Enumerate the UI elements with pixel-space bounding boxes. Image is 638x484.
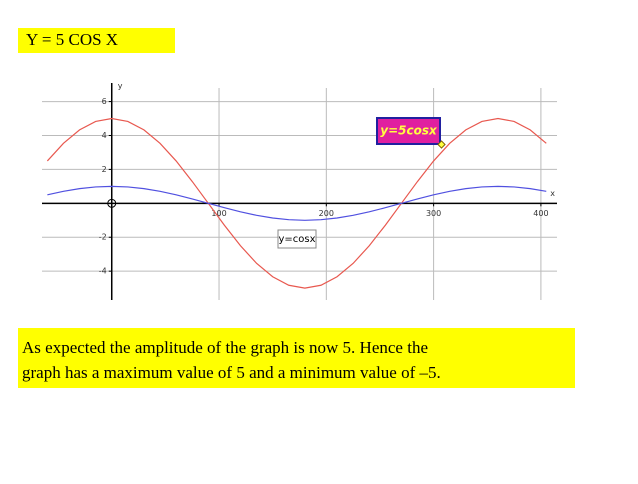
y-tick-label: -2 bbox=[99, 233, 107, 242]
y-axis-label: y bbox=[118, 82, 123, 91]
caption-box bbox=[18, 328, 575, 388]
caption-line: graph has a maximum value of 5 and a min… bbox=[22, 363, 441, 382]
slide-title: Y = 5 COS X bbox=[26, 30, 118, 49]
x-tick-label: 200 bbox=[319, 209, 334, 218]
x-tick-label: 400 bbox=[533, 209, 548, 218]
x-tick-label: 300 bbox=[426, 209, 441, 218]
origin bbox=[107, 198, 117, 208]
title-box bbox=[18, 28, 175, 53]
series-label-box bbox=[277, 229, 317, 249]
y-tick-label: 6 bbox=[102, 97, 107, 106]
series-label: y=cosx bbox=[278, 234, 315, 245]
handle bbox=[437, 140, 446, 149]
y-tick-label: 2 bbox=[102, 165, 107, 174]
series-label: y=5cosx bbox=[380, 124, 438, 138]
x-axis-label: x bbox=[550, 189, 555, 198]
series-label-box bbox=[376, 117, 441, 145]
line-series bbox=[47, 185, 547, 221]
caption-line: As expected the amplitude of the graph i… bbox=[22, 338, 428, 357]
x-tick-label: 100 bbox=[211, 209, 226, 218]
y-tick-label: 4 bbox=[102, 131, 107, 140]
line-series bbox=[46, 117, 547, 289]
chart: -4 -2 2 4 6 100 200 300 400 x y y=5cosx y=cosx bbox=[42, 82, 557, 300]
y-tick-label: -4 bbox=[99, 267, 107, 276]
